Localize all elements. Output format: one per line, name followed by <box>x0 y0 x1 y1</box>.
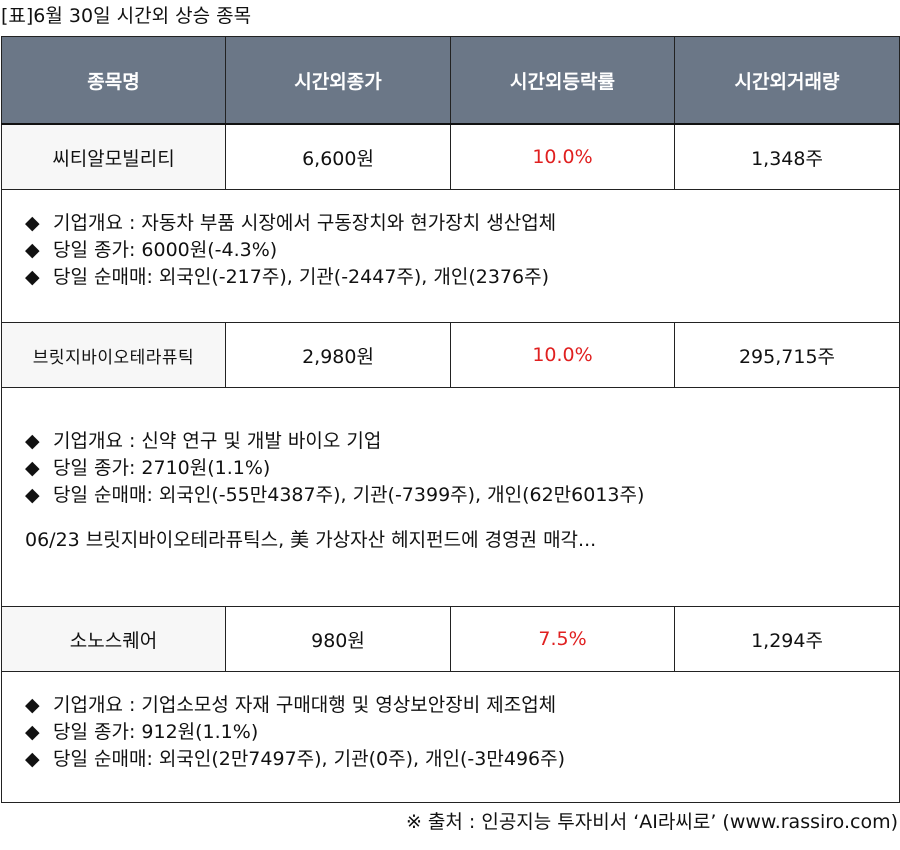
after-hours-volume: 295,715주 <box>674 322 900 388</box>
after-hours-change-rate: 10.0% <box>450 123 675 190</box>
stock-row: 소노스퀘어 980원 7.5% 1,294주 <box>1 606 900 672</box>
stock-detail: ◆ 기업개요 : 기업소모성 자재 구매대행 및 영상보안장비 제조업체 ◆ 당일 … <box>1 671 900 803</box>
diamond-bullet-icon: ◆ <box>25 266 40 288</box>
stock-name: 소노스퀘어 <box>1 606 226 672</box>
closing-price-line: ◆ 당일 종가: 912원(1.1%) <box>25 719 899 746</box>
company-overview-line: ◆ 기업개요 : 신약 연구 및 개발 바이오 기업 <box>25 428 899 455</box>
net-trading-line: ◆ 당일 순매매: 외국인(2만7497주), 기관(0주), 개인(-3만496… <box>25 746 899 773</box>
stock-row: 씨티알모빌리티 6,600원 10.0% 1,348주 <box>1 123 900 190</box>
stock-detail: ◆ 기업개요 : 자동차 부품 시장에서 구동장치와 현가장치 생산업체 ◆ 당일 … <box>1 189 900 323</box>
after-hours-rising-stocks-table: 종목명 시간외종가 시간외등락률 시간외거래량 씨티알모빌리티 6,600원 1… <box>1 36 900 803</box>
after-hours-close: 2,980원 <box>225 322 451 388</box>
diamond-bullet-icon: ◆ <box>25 430 40 452</box>
diamond-bullet-icon: ◆ <box>25 721 40 743</box>
header-after-hours-close: 시간외종가 <box>225 36 451 125</box>
table-caption: [표]6월 30일 시간외 상승 종목 <box>1 5 252 27</box>
diamond-bullet-icon: ◆ <box>25 457 40 479</box>
after-hours-close: 980원 <box>225 606 451 672</box>
closing-price-line: ◆ 당일 종가: 2710원(1.1%) <box>25 455 899 482</box>
source-credit: ※ 출처 : 인공지능 투자비서 ‘AI라씨로’ (www.rassiro.co… <box>405 811 898 833</box>
diamond-bullet-icon: ◆ <box>25 484 40 506</box>
stock-detail-row: ◆ 기업개요 : 자동차 부품 시장에서 구동장치와 현가장치 생산업체 ◆ 당일 … <box>1 189 900 323</box>
stock-name: 씨티알모빌리티 <box>1 123 226 190</box>
stock-row: 브릿지바이오테라퓨틱 2,980원 10.0% 295,715주 <box>1 322 900 388</box>
net-trading-line: ◆ 당일 순매매: 외국인(-217주), 기관(-2447주), 개인(2376… <box>25 264 899 291</box>
closing-price-line: ◆ 당일 종가: 6000원(-4.3%) <box>25 237 899 264</box>
table-header-row: 종목명 시간외종가 시간외등락률 시간외거래량 <box>1 36 900 125</box>
after-hours-volume: 1,294주 <box>674 606 900 672</box>
after-hours-volume: 1,348주 <box>674 123 900 190</box>
diamond-bullet-icon: ◆ <box>25 239 40 261</box>
diamond-bullet-icon: ◆ <box>25 212 40 234</box>
company-overview-line: ◆ 기업개요 : 기업소모성 자재 구매대행 및 영상보안장비 제조업체 <box>25 692 899 719</box>
after-hours-change-rate: 7.5% <box>450 606 675 672</box>
header-stock-name: 종목명 <box>1 36 226 125</box>
stock-name: 브릿지바이오테라퓨틱 <box>1 322 226 388</box>
after-hours-close: 6,600원 <box>225 123 451 190</box>
diamond-bullet-icon: ◆ <box>25 694 40 716</box>
company-overview-line: ◆ 기업개요 : 자동차 부품 시장에서 구동장치와 현가장치 생산업체 <box>25 210 899 237</box>
header-after-hours-change-rate: 시간외등락률 <box>450 36 675 125</box>
news-headline[interactable]: 06/23 브릿지바이오테라퓨틱스, 美 가상자산 헤지펀드에 경영권 매각..… <box>25 529 597 551</box>
diamond-bullet-icon: ◆ <box>25 748 40 770</box>
net-trading-line: ◆ 당일 순매매: 외국인(-55만4387주), 기관(-7399주), 개인(… <box>25 482 899 509</box>
stock-detail: ◆ 기업개요 : 신약 연구 및 개발 바이오 기업 ◆ 당일 종가: 2710원(… <box>1 387 900 607</box>
stock-detail-row: ◆ 기업개요 : 신약 연구 및 개발 바이오 기업 ◆ 당일 종가: 2710원(… <box>1 387 900 607</box>
stock-detail-row: ◆ 기업개요 : 기업소모성 자재 구매대행 및 영상보안장비 제조업체 ◆ 당일 … <box>1 671 900 803</box>
header-after-hours-volume: 시간외거래량 <box>674 36 900 125</box>
after-hours-change-rate: 10.0% <box>450 322 675 388</box>
